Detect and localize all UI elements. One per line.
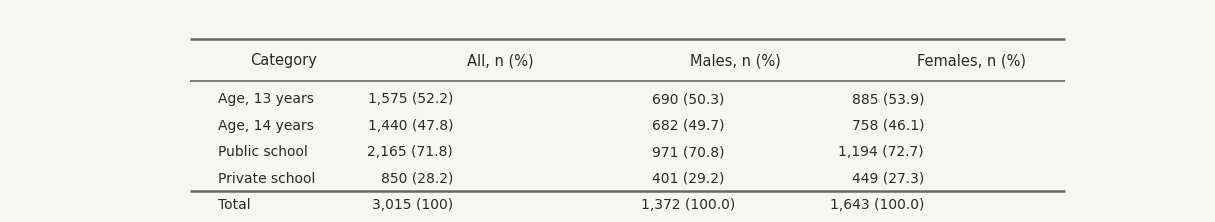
Text: All, n (%): All, n (%) — [467, 53, 533, 68]
Text: 401 (29.2): 401 (29.2) — [652, 172, 725, 186]
Text: 3,015 (100): 3,015 (100) — [372, 198, 453, 212]
Text: 1,372 (100.0): 1,372 (100.0) — [642, 198, 736, 212]
Text: 971 (70.8): 971 (70.8) — [652, 145, 725, 159]
Text: 885 (53.9): 885 (53.9) — [852, 92, 923, 106]
Text: Public school: Public school — [217, 145, 307, 159]
Text: 449 (27.3): 449 (27.3) — [852, 172, 923, 186]
Text: Females, n (%): Females, n (%) — [916, 53, 1025, 68]
Text: 1,643 (100.0): 1,643 (100.0) — [830, 198, 923, 212]
Text: Males, n (%): Males, n (%) — [690, 53, 781, 68]
Text: 1,194 (72.7): 1,194 (72.7) — [838, 145, 923, 159]
Text: Age, 13 years: Age, 13 years — [217, 92, 313, 106]
Text: Total: Total — [217, 198, 250, 212]
Text: Private school: Private school — [217, 172, 315, 186]
Text: 758 (46.1): 758 (46.1) — [852, 119, 923, 133]
Text: 1,575 (52.2): 1,575 (52.2) — [368, 92, 453, 106]
Text: 1,440 (47.8): 1,440 (47.8) — [368, 119, 453, 133]
Text: 2,165 (71.8): 2,165 (71.8) — [367, 145, 453, 159]
Text: Category: Category — [250, 53, 317, 68]
Text: 682 (49.7): 682 (49.7) — [652, 119, 725, 133]
Text: Age, 14 years: Age, 14 years — [217, 119, 313, 133]
Text: 690 (50.3): 690 (50.3) — [652, 92, 725, 106]
Text: 850 (28.2): 850 (28.2) — [380, 172, 453, 186]
